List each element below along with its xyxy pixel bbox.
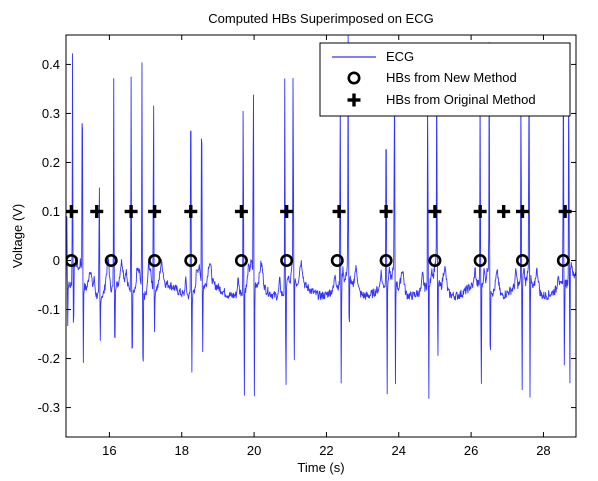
heartbeat-markers-layer [66, 204, 572, 268]
original-method-marker [515, 204, 529, 218]
original-method-marker [497, 204, 511, 218]
legend-new-method-label: HBs from New Method [386, 70, 517, 85]
x-tick-label: 24 [392, 443, 406, 458]
x-tick-label: 20 [247, 443, 261, 458]
legend: ECG HBs from New Method HBs from Origina… [319, 42, 571, 117]
original-method-marker [428, 204, 442, 218]
original-method-marker [90, 204, 104, 218]
y-tick-label: 0.1 [42, 204, 60, 219]
original-method-marker [558, 204, 572, 218]
legend-ecg-label: ECG [386, 49, 414, 64]
original-method-marker [184, 204, 198, 218]
plot-frame [65, 34, 577, 438]
y-axis-label: Voltage (V) [10, 204, 25, 268]
new-method-marker [473, 254, 487, 268]
chart-title: Computed HBs Superimposed on ECG [208, 11, 433, 26]
x-tick-label: 26 [464, 443, 478, 458]
new-method-marker [148, 254, 162, 268]
new-method-marker [330, 254, 344, 268]
x-tick-label: 28 [536, 443, 550, 458]
y-tick-label: -0.3 [38, 400, 60, 415]
x-tick-label: 16 [102, 443, 116, 458]
y-tick-label: 0.3 [42, 106, 60, 121]
x-axis-ticks: 16 18 20 22 24 26 28 [102, 35, 551, 458]
original-method-marker [148, 204, 162, 218]
y-tick-label: -0.2 [38, 351, 60, 366]
legend-circle-marker [347, 71, 361, 85]
new-method-marker [556, 254, 570, 268]
new-method-marker [104, 254, 118, 268]
new-method-marker [280, 254, 294, 268]
original-method-marker [379, 204, 393, 218]
y-axis-ticks: 0.4 0.3 0.2 0.1 0 -0.1 -0.2 -0.3 [38, 57, 576, 415]
x-tick-label: 18 [175, 443, 189, 458]
legend-original-method-label: HBs from Original Method [386, 92, 536, 107]
new-method-marker [428, 254, 442, 268]
new-method-marker [234, 254, 248, 268]
ecg-trace [66, 35, 576, 399]
new-method-marker [184, 254, 198, 268]
original-method-marker [280, 204, 294, 218]
y-tick-label: 0.2 [42, 155, 60, 170]
x-tick-label: 22 [319, 443, 333, 458]
y-tick-label: -0.1 [38, 302, 60, 317]
x-axis-label: Time (s) [297, 460, 344, 475]
new-method-marker [515, 254, 529, 268]
y-tick-label: 0.4 [42, 57, 60, 72]
original-method-marker [332, 204, 346, 218]
ecg-series-layer [66, 35, 576, 399]
original-method-marker [234, 204, 248, 218]
original-method-marker [124, 204, 138, 218]
new-method-marker [379, 254, 393, 268]
legend-cross-marker [347, 93, 361, 107]
original-method-marker [473, 204, 487, 218]
y-tick-label: 0 [53, 253, 60, 268]
legend-box [319, 42, 571, 117]
